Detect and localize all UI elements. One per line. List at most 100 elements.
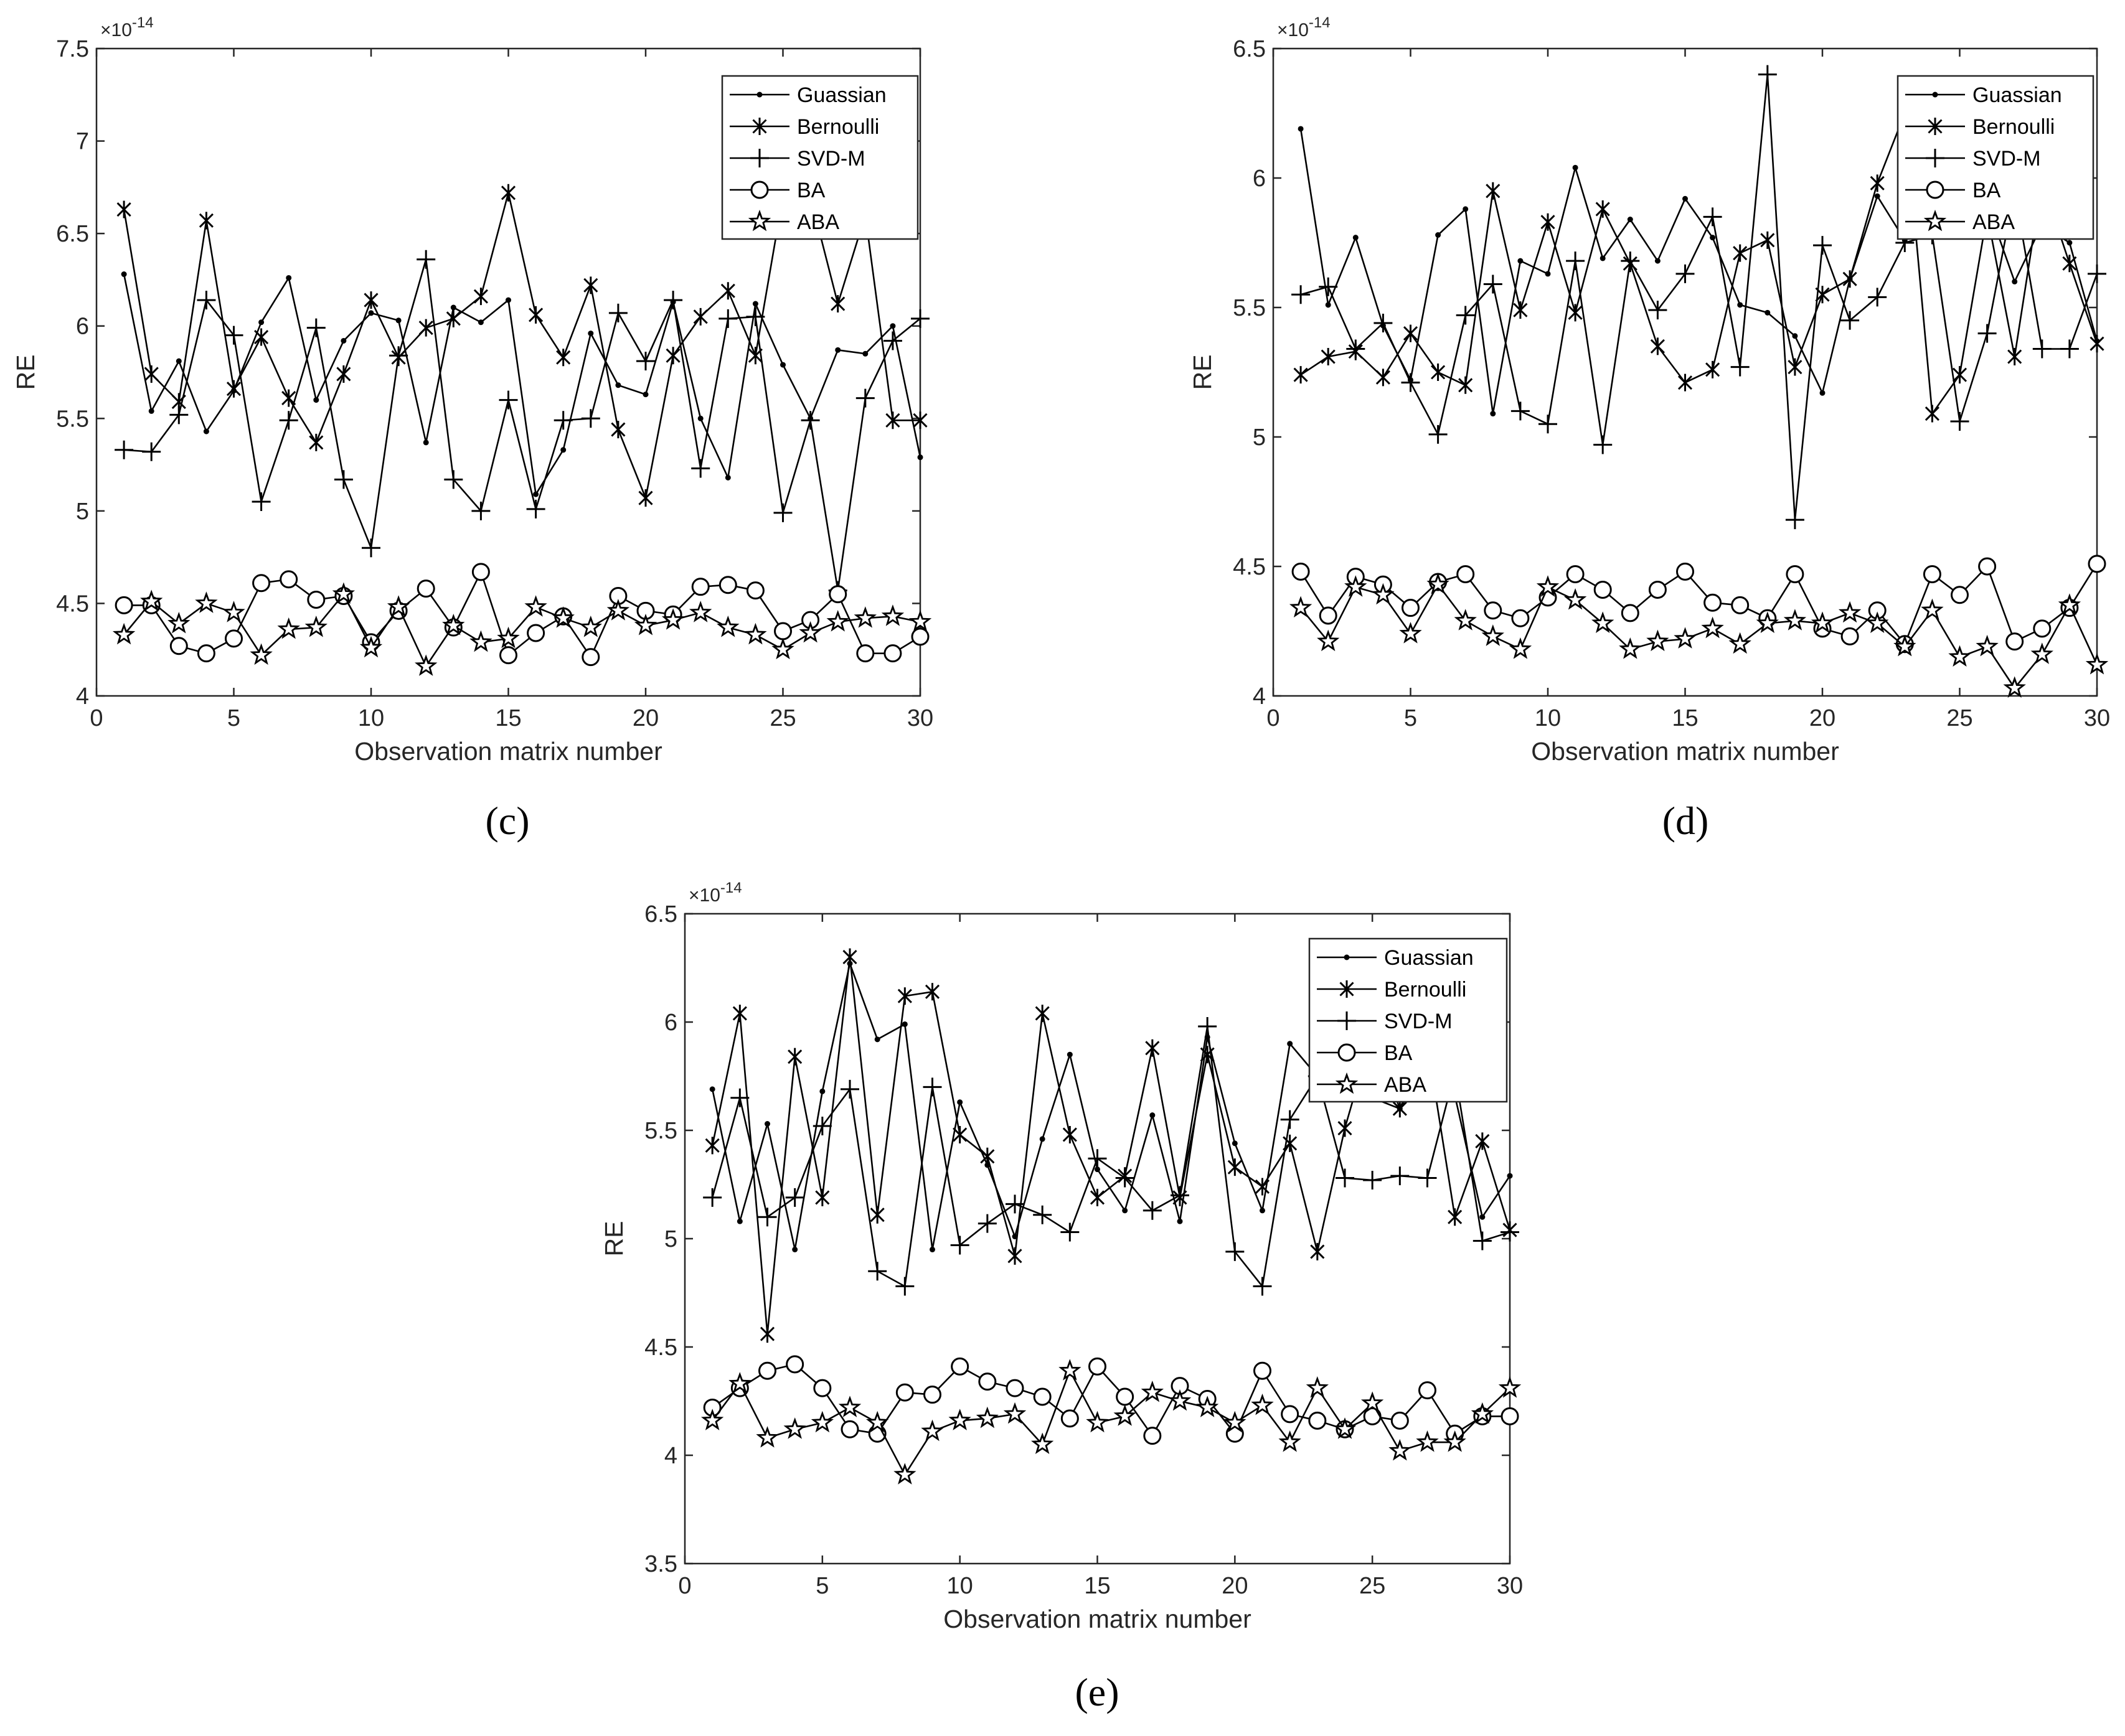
data-point [387, 595, 410, 617]
data-point [148, 408, 154, 414]
data-point [1648, 301, 1667, 320]
data-point [1572, 164, 1578, 171]
data-point [1418, 1381, 1436, 1400]
data-point [643, 392, 649, 398]
data-point [556, 349, 571, 367]
data-point [1223, 1410, 1246, 1433]
data-point [1458, 376, 1473, 394]
data-point [1619, 637, 1642, 659]
series-line [1300, 583, 2098, 690]
data-point [854, 606, 877, 628]
data-point [417, 579, 435, 598]
x-tick-label: 0 [678, 1573, 691, 1599]
legend-marker [1932, 91, 1938, 98]
data-point [1819, 390, 1826, 396]
data-point [752, 301, 758, 307]
x-tick-label: 30 [907, 705, 933, 731]
data-point [951, 1357, 969, 1376]
legend-label: Guassian [797, 83, 887, 107]
legend-marker [1339, 980, 1354, 998]
data-point [1481, 624, 1505, 646]
y-tick-label: 4 [1253, 683, 1266, 710]
data-point [1360, 1391, 1384, 1413]
y-tick-label: 5 [664, 1226, 677, 1252]
data-point [758, 1208, 777, 1227]
data-point [1765, 309, 1771, 316]
data-point [2062, 255, 2077, 273]
data-point [1976, 634, 1999, 657]
legend-label: SVD-M [1972, 147, 2041, 171]
x-tick-label: 0 [1266, 705, 1279, 731]
data-point [588, 331, 594, 337]
data-point [1501, 1222, 1519, 1242]
data-point [1454, 609, 1477, 631]
data-point [195, 591, 218, 613]
data-point [1171, 1186, 1189, 1205]
data-point [697, 415, 704, 421]
data-point [1448, 1208, 1463, 1226]
data-point [469, 630, 492, 652]
data-point [2030, 642, 2053, 664]
data-point [923, 1077, 942, 1097]
data-point [1003, 1402, 1027, 1424]
data-point [862, 350, 869, 357]
data-point [611, 421, 626, 439]
data-point [1060, 1409, 1079, 1428]
data-point [1595, 200, 1610, 218]
data-point [1838, 601, 1862, 623]
data-point [167, 611, 191, 634]
data-point [1509, 637, 1532, 659]
data-point [258, 319, 265, 326]
legend-marker [1926, 149, 1944, 167]
y-tick-label: 6 [1253, 166, 1266, 192]
data-point [1538, 415, 1557, 434]
data-point [1540, 213, 1555, 231]
data-point [444, 470, 463, 489]
data-point [911, 309, 930, 328]
data-point [881, 604, 905, 626]
data-point [1758, 65, 1777, 84]
series-line [712, 1369, 1510, 1476]
data-point [1325, 302, 1331, 308]
data-point [524, 595, 547, 617]
data-point [661, 608, 685, 630]
data-point [1925, 405, 1939, 423]
data-point [1177, 1218, 1183, 1224]
data-point [841, 1079, 859, 1099]
data-point [1813, 236, 1832, 255]
data-point [638, 489, 653, 507]
data-point [841, 1420, 859, 1438]
data-point [112, 622, 136, 645]
data-point [199, 212, 214, 230]
legend-label: ABA [797, 210, 839, 234]
data-point [1308, 1411, 1327, 1430]
data-point [1317, 629, 1340, 652]
data-point [756, 1426, 779, 1448]
data-point [1321, 348, 1336, 366]
data-point [473, 288, 488, 306]
data-point [226, 380, 242, 398]
data-point [786, 1355, 804, 1374]
data-point [332, 582, 356, 604]
x-tick-label: 0 [90, 705, 103, 731]
data-point [1600, 255, 1606, 261]
data-point [689, 601, 712, 622]
data-point [615, 382, 621, 388]
data-point [1675, 264, 1695, 283]
y-tick-label: 6 [76, 314, 89, 340]
y-axis-exponent: ×10-14 [1277, 14, 1331, 40]
legend-marker [750, 181, 769, 199]
data-point [737, 1218, 743, 1224]
data-point [499, 646, 517, 665]
legend-marker [1335, 1072, 1359, 1094]
data-point [144, 365, 159, 383]
data-point [1115, 1168, 1134, 1188]
x-axis-title: Observation matrix number [943, 1605, 1251, 1633]
data-point [286, 274, 292, 281]
data-point [1090, 1188, 1105, 1206]
data-point [560, 447, 567, 453]
data-point [1545, 271, 1551, 277]
data-point [115, 440, 134, 459]
series-line [123, 274, 921, 497]
data-point [746, 581, 765, 600]
